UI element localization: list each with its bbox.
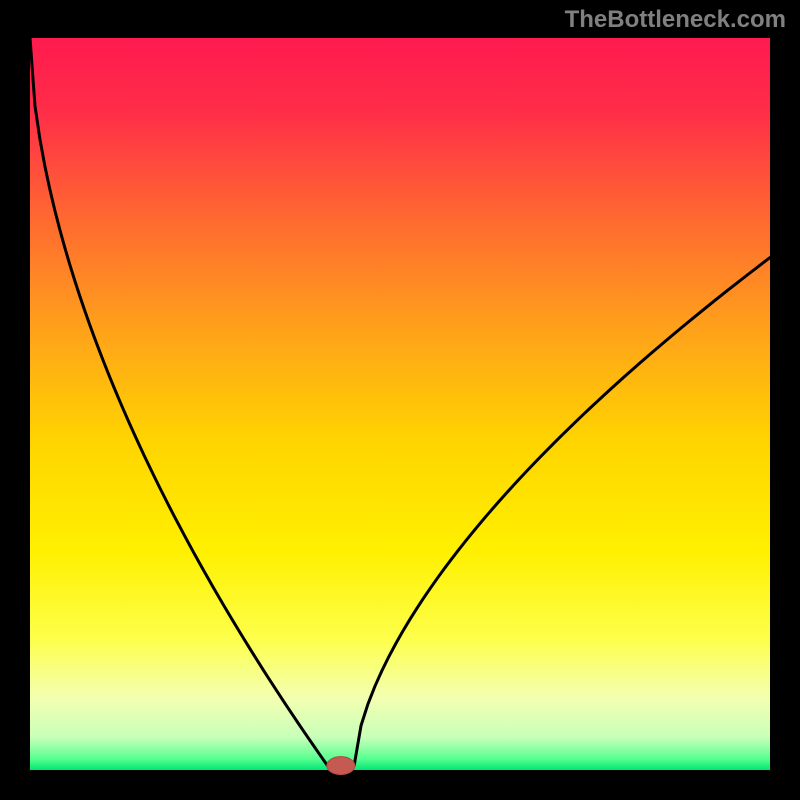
- bottleneck-chart-svg: [0, 0, 800, 800]
- optimal-point-marker: [327, 757, 355, 775]
- chart-frame: TheBottleneck.com: [0, 0, 800, 800]
- watermark-text: TheBottleneck.com: [565, 6, 786, 34]
- plot-background: [30, 38, 770, 770]
